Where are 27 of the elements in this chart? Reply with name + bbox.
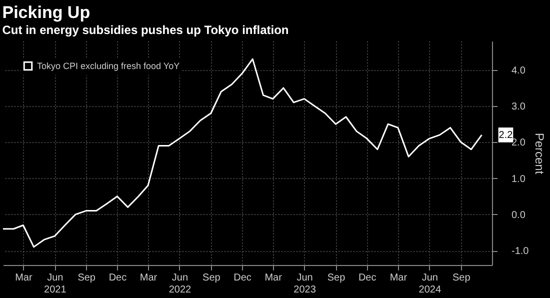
x-tick-label: Mar: [390, 272, 408, 284]
y-tick-label: 2.0: [512, 138, 526, 149]
y-tick-label: 4.0: [512, 65, 526, 76]
x-tick-label: Jun 2021: [44, 272, 67, 296]
legend-label: Tokyo CPI excluding fresh food YoY: [37, 61, 180, 71]
chart-subtitle: Cut in energy subsidies pushes up Tokyo inflation: [2, 23, 289, 37]
x-tick-label: Sep: [327, 272, 346, 284]
y-tick-label: 3.0: [512, 102, 526, 113]
y-tick-label: 1.0: [512, 174, 526, 185]
x-tick-label: Sep: [78, 272, 96, 284]
y-tick-label: 0.0: [512, 210, 526, 221]
chart-title: Picking Up: [2, 3, 90, 22]
x-tick-label: Jun 2024: [418, 272, 442, 296]
x-tick-label: Dec: [234, 272, 252, 284]
line-series: [2, 58, 482, 248]
y-tick-label: -1.0: [512, 246, 530, 258]
x-tick-label: Sep: [452, 272, 471, 284]
x-tick-label: Mar: [264, 272, 283, 284]
x-tick-label: Jun 2022: [168, 272, 192, 296]
x-tick-label: Mar: [15, 272, 33, 284]
x-tick-label: Jun 2023: [294, 272, 316, 296]
y-axis-title: Percent: [532, 132, 547, 175]
x-tick-label: Mar: [140, 272, 158, 284]
data-label: 2.2: [498, 130, 514, 141]
x-tick-label: Sep: [202, 272, 221, 284]
x-tick-label: Dec: [108, 272, 127, 284]
x-tick-label: Dec: [358, 272, 376, 284]
